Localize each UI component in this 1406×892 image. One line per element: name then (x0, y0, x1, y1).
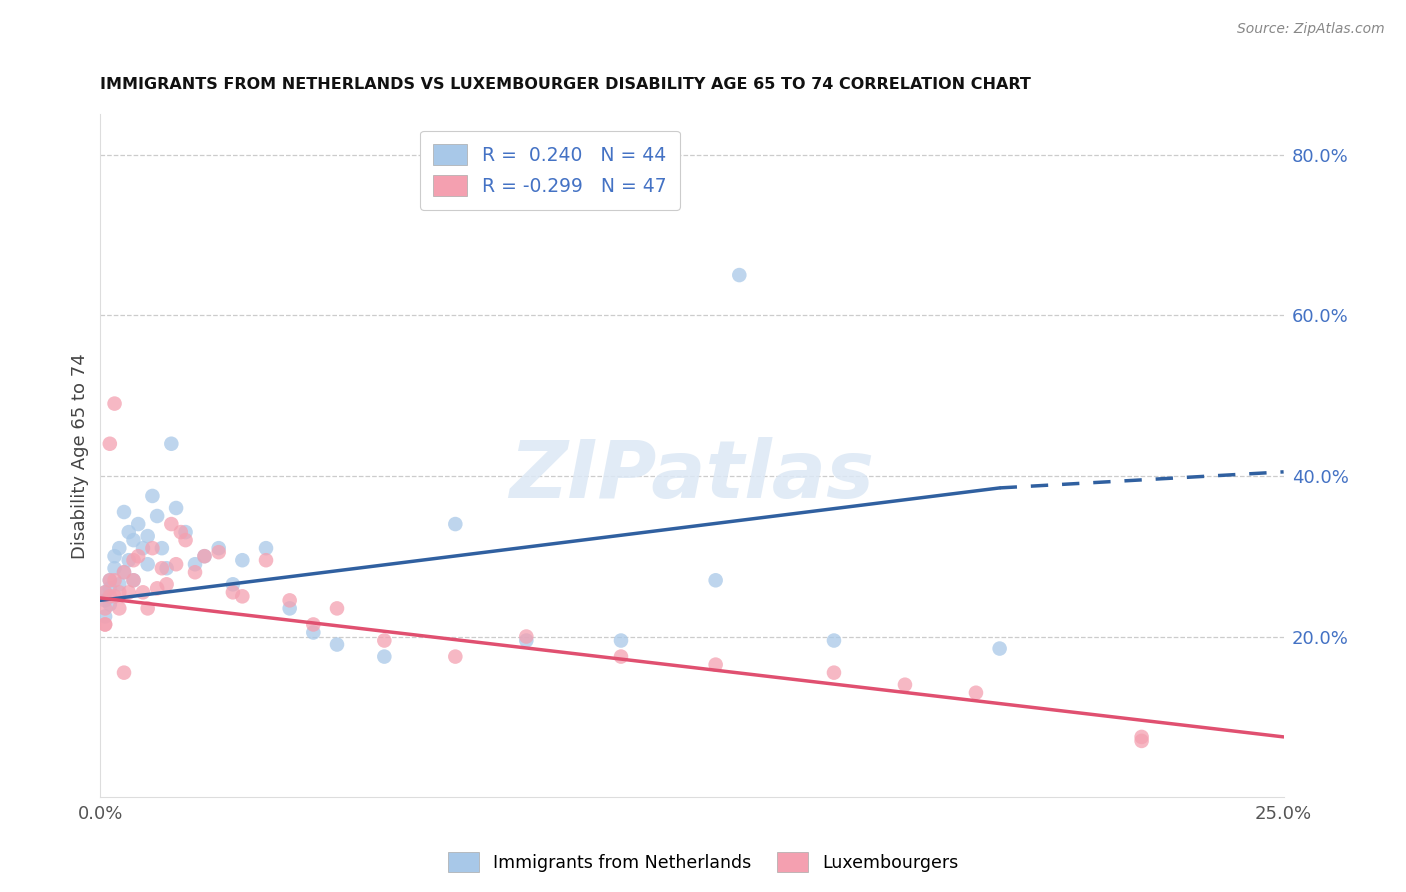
Point (515, 630, 537, 644)
Point (94, 617, 117, 632)
Point (444, 517, 467, 532)
Point (118, 525, 141, 540)
Point (444, 649, 467, 664)
Point (373, 649, 395, 664)
Point (98, 598, 121, 612)
Point (141, 541, 163, 556)
Point (112, 505, 135, 519)
Point (278, 593, 301, 607)
Text: Source: ZipAtlas.com: Source: ZipAtlas.com (1237, 22, 1385, 37)
Point (373, 633, 395, 648)
Point (94, 585, 117, 599)
Point (112, 665, 135, 680)
Legend: Immigrants from Netherlands, Luxembourgers: Immigrants from Netherlands, Luxembourge… (440, 845, 966, 879)
Legend: R =  0.240   N = 44, R = -0.299   N = 47: R = 0.240 N = 44, R = -0.299 N = 47 (420, 130, 681, 210)
Point (112, 566, 135, 580)
Point (108, 541, 131, 556)
Point (98, 582, 121, 596)
Point (112, 566, 135, 580)
Point (302, 617, 325, 632)
Point (108, 585, 131, 599)
Point (174, 533, 197, 548)
Point (894, 678, 917, 692)
Point (704, 574, 727, 588)
Point (278, 601, 301, 615)
Point (118, 553, 141, 567)
Point (98, 436, 121, 450)
Point (610, 649, 633, 664)
Point (1130, 734, 1153, 748)
Point (94, 617, 117, 632)
Point (127, 517, 149, 532)
Point (141, 489, 163, 503)
Point (160, 517, 183, 532)
Point (610, 633, 633, 648)
Point (103, 396, 125, 410)
Point (704, 657, 727, 672)
Point (127, 549, 149, 564)
Point (222, 585, 245, 599)
Point (160, 436, 183, 450)
Point (184, 558, 207, 572)
Point (988, 641, 1011, 656)
Point (122, 533, 145, 548)
Point (326, 638, 349, 652)
Point (823, 633, 845, 648)
Point (302, 625, 325, 640)
Point (98, 590, 121, 604)
Point (170, 525, 193, 540)
Point (965, 686, 987, 700)
Point (193, 549, 215, 564)
Point (193, 549, 215, 564)
Point (156, 577, 179, 591)
Point (98, 574, 121, 588)
Point (122, 574, 145, 588)
Point (222, 577, 245, 591)
Point (174, 525, 197, 540)
Point (184, 566, 207, 580)
Point (103, 574, 125, 588)
Point (98, 574, 121, 588)
Point (122, 553, 145, 567)
Point (231, 553, 253, 567)
Point (165, 558, 187, 572)
Point (150, 561, 173, 575)
Point (136, 529, 159, 543)
Point (108, 601, 131, 615)
Point (728, 268, 751, 282)
Point (150, 541, 173, 556)
Point (208, 541, 231, 556)
Point (165, 501, 187, 516)
Point (132, 585, 155, 599)
Text: IMMIGRANTS FROM NETHERLANDS VS LUXEMBOURGER DISABILITY AGE 65 TO 74 CORRELATION : IMMIGRANTS FROM NETHERLANDS VS LUXEMBOUR… (100, 78, 1031, 93)
Point (103, 561, 125, 575)
Point (254, 541, 277, 556)
Text: ZIPatlas: ZIPatlas (509, 437, 875, 516)
Point (254, 553, 277, 567)
Point (1130, 730, 1153, 744)
Point (103, 590, 125, 604)
Point (103, 549, 125, 564)
Point (823, 665, 845, 680)
Point (108, 577, 131, 591)
Point (146, 509, 169, 524)
Y-axis label: Disability Age 65 to 74: Disability Age 65 to 74 (72, 353, 89, 558)
Point (94, 609, 117, 624)
Point (118, 585, 141, 599)
Point (156, 561, 179, 575)
Point (136, 601, 159, 615)
Point (132, 541, 155, 556)
Point (122, 574, 145, 588)
Point (208, 545, 231, 559)
Point (515, 633, 537, 648)
Point (94, 601, 117, 615)
Point (146, 582, 169, 596)
Point (231, 590, 253, 604)
Point (94, 593, 117, 607)
Point (326, 601, 349, 615)
Point (94, 585, 117, 599)
Point (136, 558, 159, 572)
